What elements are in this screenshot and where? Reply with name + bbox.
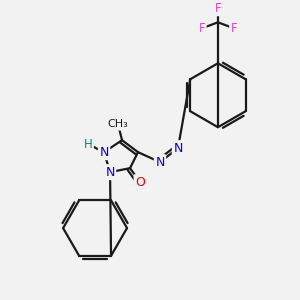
Text: F: F xyxy=(214,2,221,15)
Text: F: F xyxy=(199,22,205,35)
Text: N: N xyxy=(155,156,165,169)
Text: H: H xyxy=(84,138,92,151)
Text: CH₃: CH₃ xyxy=(108,119,128,129)
Text: N: N xyxy=(105,166,115,178)
Text: N: N xyxy=(173,142,183,155)
Text: F: F xyxy=(231,22,237,35)
Text: N: N xyxy=(99,146,109,159)
Text: O: O xyxy=(135,176,145,189)
